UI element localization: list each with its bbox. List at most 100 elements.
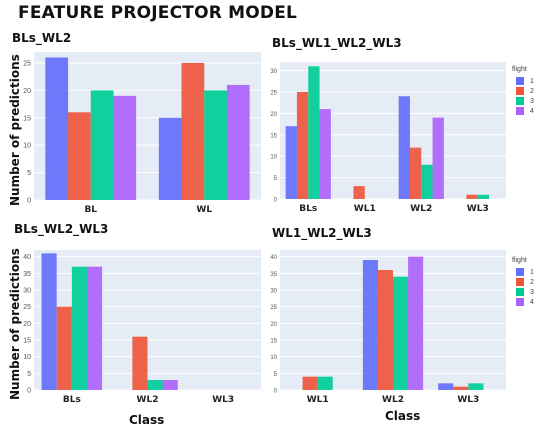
panel-title-bls-wl1-wl2-wl3: BLs_WL1_WL2_WL3 xyxy=(272,36,402,50)
panel-title-bls-wl2: BLs_WL2 xyxy=(12,31,72,45)
legend-title: flight xyxy=(512,257,527,264)
y-tick-label: 10 xyxy=(270,155,277,161)
x-tick-label: WL3 xyxy=(212,395,234,405)
bar-bl-flight-2 xyxy=(68,112,91,200)
bar-bls-flight-2 xyxy=(296,91,309,199)
bar-wl-flight-1 xyxy=(158,117,182,200)
legend-item-3[interactable]: 3 xyxy=(512,287,534,297)
legend-item-4[interactable]: 4 xyxy=(512,106,534,116)
y-tick-label: 10 xyxy=(270,355,277,361)
x-tick-label: WL3 xyxy=(457,395,479,405)
legend-label-3: 3 xyxy=(530,97,534,105)
y-tick-label: 0 xyxy=(27,388,31,395)
legend-label-1: 1 xyxy=(530,77,534,85)
bar-bls-flight-1 xyxy=(285,126,297,199)
bar-wl1-flight-2 xyxy=(353,186,365,199)
y-tick-label: 15 xyxy=(23,115,31,122)
y-tick-label: 20 xyxy=(23,321,31,328)
x-axis-title-left: Class xyxy=(129,413,165,427)
legend-swatch-2 xyxy=(516,278,524,286)
legend-top: flight 1 2 3 4 xyxy=(512,66,534,116)
y-tick-label: 40 xyxy=(23,254,31,261)
legend-label-1: 1 xyxy=(530,268,534,276)
y-tick-label: 25 xyxy=(270,305,277,311)
x-tick-label: WL2 xyxy=(137,395,159,405)
bar-wl2-flight-4 xyxy=(432,117,444,199)
chart-panel-2: 0 5 10 15 20 25 30 35 40 BLs WL2 WL3 xyxy=(23,250,261,405)
bar-wl1-flight-2 xyxy=(302,376,318,390)
chart-panel-0: 0 5 10 15 20 25 BL WL xyxy=(23,52,261,215)
bar-bls-flight-4 xyxy=(319,109,331,199)
legend-swatch-1 xyxy=(516,268,524,276)
legend-item-1[interactable]: 1 xyxy=(512,76,534,86)
bar-bl-flight-4 xyxy=(113,95,137,200)
y-tick-label: 5 xyxy=(27,371,31,378)
y-tick-label: 5 xyxy=(27,170,31,177)
figure-title: FEATURE PROJECTOR MODEL xyxy=(18,3,298,23)
legend-swatch-4 xyxy=(516,298,524,306)
legend-swatch-1 xyxy=(516,77,524,85)
x-tick-label: WL2 xyxy=(410,204,432,214)
legend-bottom: flight 1 2 3 4 xyxy=(512,257,534,307)
legend-swatch-4 xyxy=(516,107,524,115)
y-tick-label: 25 xyxy=(23,60,31,67)
y-tick-label: 15 xyxy=(23,338,31,345)
legend-item-1[interactable]: 1 xyxy=(512,267,534,277)
legend-title: flight xyxy=(512,66,527,73)
legend-swatch-3 xyxy=(516,288,524,296)
y-tick-label: 0 xyxy=(274,389,278,395)
y-tick-label: 10 xyxy=(23,143,31,150)
y-tick-label: 0 xyxy=(27,198,31,205)
legend-item-4[interactable]: 4 xyxy=(512,297,534,307)
y-tick-label: 20 xyxy=(270,322,277,328)
y-tick-label: 30 xyxy=(23,288,31,295)
x-tick-label: WL1 xyxy=(307,395,329,405)
panel-title-wl1-wl2-wl3: WL1_WL2_WL3 xyxy=(272,226,372,240)
x-tick-label: BLs xyxy=(299,204,317,214)
legend-label-2: 2 xyxy=(530,278,534,286)
legend-swatch-2 xyxy=(516,87,524,95)
y-tick-label: 30 xyxy=(270,69,277,75)
legend-label-4: 4 xyxy=(530,298,534,306)
bar-wl3-flight-2 xyxy=(453,386,469,390)
bar-wl2-flight-2 xyxy=(409,147,422,199)
bar-bl-flight-3 xyxy=(90,90,114,200)
x-tick-label: BL xyxy=(84,205,97,215)
legend-item-2[interactable]: 2 xyxy=(512,86,534,96)
bar-wl3-flight-3 xyxy=(477,194,490,199)
y-tick-label: 40 xyxy=(270,255,277,261)
chart-panel-1: 0 5 10 15 20 25 30 BLs WL1 WL2 WL3 xyxy=(270,62,506,214)
legend-item-2[interactable]: 2 xyxy=(512,277,534,287)
bar-wl2-flight-4 xyxy=(162,380,178,390)
y-tick-label: 35 xyxy=(23,271,31,278)
bar-wl3-flight-3 xyxy=(468,383,484,390)
bar-wl-flight-2 xyxy=(181,62,205,200)
x-axis-title-right: Class xyxy=(385,409,421,423)
legend-swatch-3 xyxy=(516,97,524,105)
x-tick-label: WL1 xyxy=(354,204,376,214)
x-tick-label: BLs xyxy=(63,395,81,405)
y-tick-label: 35 xyxy=(270,272,277,278)
y-tick-label: 15 xyxy=(270,339,277,345)
y-tick-label: 15 xyxy=(270,133,277,139)
y-tick-label: 5 xyxy=(274,176,278,182)
bar-bl-flight-1 xyxy=(45,57,69,201)
bar-bls-flight-1 xyxy=(41,253,57,390)
bar-wl2-flight-4 xyxy=(408,256,424,390)
x-tick-label: WL2 xyxy=(382,395,404,405)
bar-wl2-flight-2 xyxy=(132,336,148,390)
y-tick-label: 20 xyxy=(23,88,31,95)
bar-bls-flight-3 xyxy=(308,66,320,199)
panel-title-bls-wl2-wl3: BLs_WL2_WL3 xyxy=(14,222,109,236)
y-tick-label: 30 xyxy=(270,289,277,295)
y-tick-label: 5 xyxy=(274,372,278,378)
legend-label-3: 3 xyxy=(530,288,534,296)
bar-wl1-flight-3 xyxy=(317,376,333,390)
y-tick-label: 25 xyxy=(23,304,31,311)
legend-item-3[interactable]: 3 xyxy=(512,96,534,106)
bar-wl2-flight-2 xyxy=(377,270,393,390)
bar-wl-flight-3 xyxy=(204,90,227,200)
legend-label-4: 4 xyxy=(530,107,534,115)
bar-wl-flight-4 xyxy=(226,84,250,200)
